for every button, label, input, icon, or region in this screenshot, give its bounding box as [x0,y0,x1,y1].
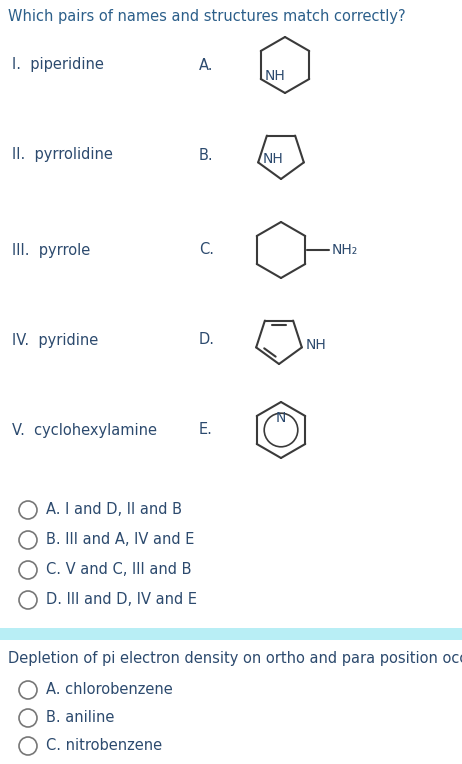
Text: D. III and D, IV and E: D. III and D, IV and E [46,593,197,607]
Text: C.: C. [199,242,214,257]
Bar [0,628,462,640]
Text: C. nitrobenzene: C. nitrobenzene [46,739,162,753]
Text: D.: D. [199,332,215,348]
Text: III.  pyrrole: III. pyrrole [12,242,90,257]
Text: N: N [276,411,286,425]
Text: A. chlorobenzene: A. chlorobenzene [46,682,173,698]
Text: NH: NH [262,152,283,167]
Text: V.  cyclohexylamine: V. cyclohexylamine [12,422,157,438]
Text: C. V and C, III and B: C. V and C, III and B [46,562,192,578]
Text: NH: NH [265,69,286,83]
Text: A. I and D, II and B: A. I and D, II and B [46,503,182,517]
Text: NH: NH [306,338,327,352]
Text: A.: A. [199,57,213,73]
Text: E.: E. [199,422,213,438]
Text: I.  piperidine: I. piperidine [12,57,104,73]
Text: Which pairs of names and structures match correctly?: Which pairs of names and structures matc… [8,8,406,24]
Text: B. aniline: B. aniline [46,711,115,726]
Text: Depletion of pi electron density on ortho and para position occurs in: Depletion of pi electron density on orth… [8,650,462,665]
Text: NH₂: NH₂ [331,243,358,257]
Text: IV.  pyridine: IV. pyridine [12,332,98,348]
Text: II.  pyrrolidine: II. pyrrolidine [12,147,113,163]
Text: B.: B. [199,147,213,163]
Text: B. III and A, IV and E: B. III and A, IV and E [46,533,195,548]
